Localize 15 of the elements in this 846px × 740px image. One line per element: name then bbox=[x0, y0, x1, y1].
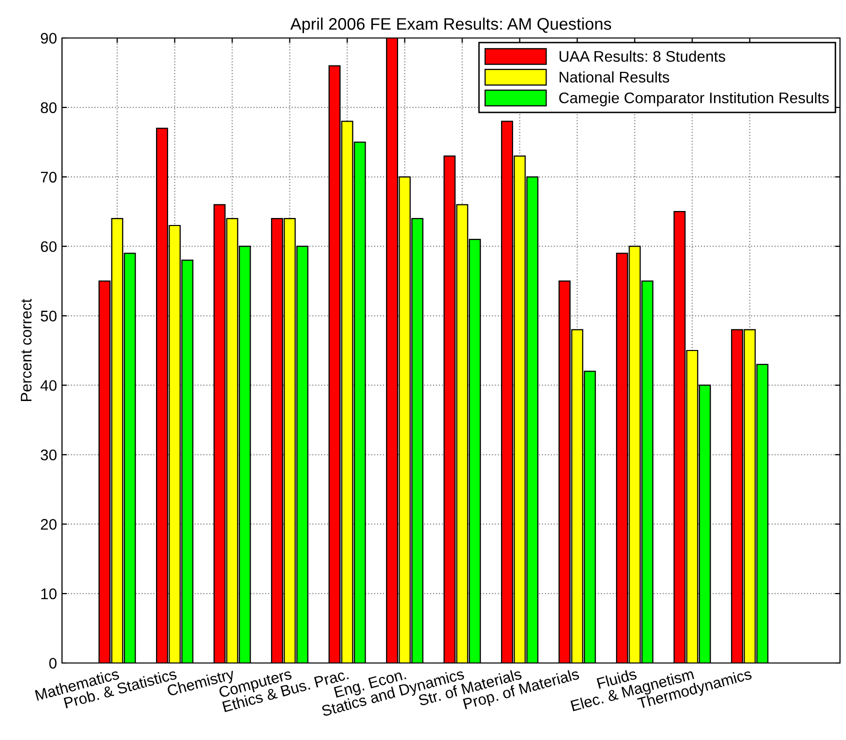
chart-title: April 2006 FE Exam Results: AM Questions bbox=[290, 18, 612, 34]
y-tick-label: 30 bbox=[40, 450, 57, 460]
y-tick-label: 40 bbox=[40, 380, 57, 391]
y-tick-label: 60 bbox=[40, 241, 57, 252]
y-tick-label: 70 bbox=[40, 172, 57, 183]
y-tick-label: 50 bbox=[40, 310, 57, 322]
legend-label: Camegie Comparator Institution Results bbox=[559, 92, 829, 106]
legend-label: National Results bbox=[560, 71, 670, 83]
y-tick-label: 80 bbox=[40, 102, 57, 114]
y-tick-label: 90 bbox=[40, 32, 57, 44]
y-axis-title: Percent correct bbox=[20, 298, 32, 402]
y-tick-label: 10 bbox=[41, 588, 57, 600]
legend-label: UAA Results: 8 Students bbox=[560, 50, 726, 62]
y-tick-label: 20 bbox=[40, 518, 57, 530]
y-tick-label: 0 bbox=[49, 658, 57, 669]
